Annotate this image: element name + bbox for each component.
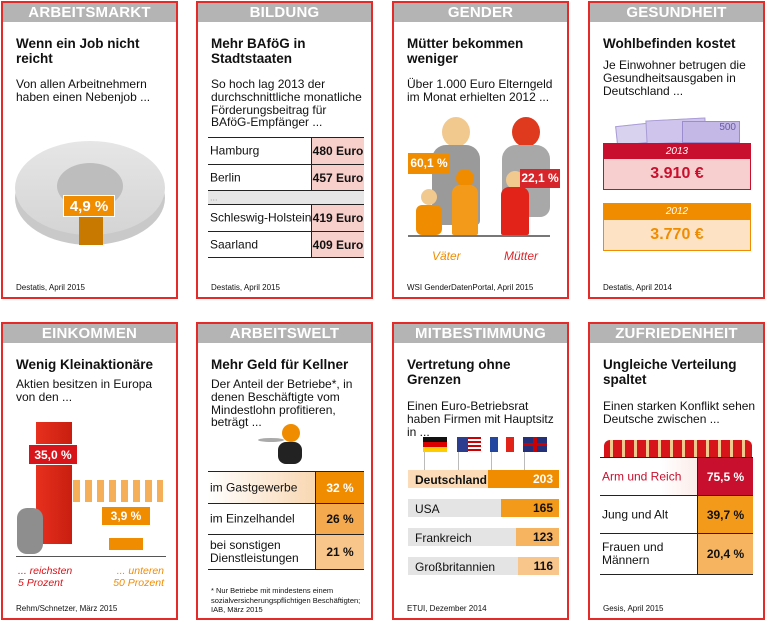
table-row: Hamburg 480 Euro [208,137,364,164]
table-row: Arm und Reich 75,5 % [600,457,753,495]
card-header: BILDUNG [198,3,371,22]
year-box-2013: 2013 3.910 € [603,143,751,190]
bar-label: USA [415,502,440,516]
mother-value-label: 22,1 % [520,169,560,188]
bar-value: 165 [501,499,559,517]
source: Destatis, April 2014 [603,283,672,292]
bar-value: 116 [518,557,559,575]
source: Destatis, April 2015 [211,283,280,292]
card-title: Mehr BAföG in Stadtstaaten [211,36,306,66]
bar-value: 203 [488,470,559,488]
family-illustration [394,113,567,238]
rich-label: ... reichsten 5 Prozent [18,565,73,589]
source: ETUI, Dezember 2014 [407,604,487,613]
poor-label: ... unteren 50 Prozent [113,565,164,589]
card-zufriedenheit: ZUFRIEDENHEIT Ungleiche Verteilung spalt… [588,322,765,620]
table-row: im Gastgewerbe 32 % [208,471,364,503]
crowd-illustration [73,480,163,502]
crowd-illustration [604,440,752,458]
bar-row: USA 165 [408,499,559,517]
table-row: im Einzelhandel 26 % [208,503,364,534]
couple-illustration [17,508,43,554]
table-row: Schleswig-Holstein 419 Euro [208,204,364,231]
card-header: MITBESTIMMUNG [394,324,567,343]
mother-label: Mütter [504,249,539,263]
bar-row: Deutschland 203 [408,470,559,488]
bar-label: Frankreich [415,531,472,545]
card-text: Einen starken Konflikt sehen Deutsche zw… [603,399,756,426]
card-header: GESUNDHEIT [590,3,763,22]
uk-flag-icon [523,437,547,452]
card-mitbestimmung: MITBESTIMMUNG Vertretung ohne Grenzen Ei… [392,322,569,620]
banknotes-icon: 500 [615,113,742,147]
card-arbeitsmarkt: ARBEITSMARKT Wenn ein Job nicht reicht V… [1,1,178,299]
card-header: ARBEITSWELT [198,324,371,343]
source: Gesis, April 2015 [603,604,664,613]
usa-flag-icon [457,437,481,452]
table-row: Jung und Alt 39,7 % [600,495,753,533]
card-header: ZUFRIEDENHEIT [590,324,763,343]
table-row: Berlin 457 Euro [208,164,364,190]
donut-slice [79,217,103,245]
source: Destatis, April 2015 [16,283,85,292]
card-gesundheit: GESUNDHEIT Wohlbefinden kostet Je Einwoh… [588,1,765,299]
table-row: Frauen und Männern 20,4 % [600,533,753,575]
card-text: Von allen Arbeitnehmern haben einen Nebe… [16,77,151,104]
card-arbeitswelt: ARBEITSWELT Mehr Geld für Kellner Der An… [196,322,373,620]
card-text: Je Einwohner betrugen die Gesundheitsaus… [603,58,746,98]
source: WSI GenderDatenPortal, April 2015 [407,283,534,292]
bar-value: 123 [516,528,559,546]
card-title: Wohlbefinden kostet [603,36,736,51]
bar-row: Großbritannien 116 [408,557,559,575]
table-row-ellipsis: ... [208,190,364,204]
father-label: Väter [432,249,461,263]
card-gender: GENDER Mütter bekommen weniger Über 1.00… [392,1,569,299]
card-title: Wenn ein Job nicht reicht [16,36,140,66]
germany-flag-icon [423,437,447,452]
card-title: Wenig Kleinaktionäre [16,357,154,372]
bar-row: Frankreich 123 [408,528,559,546]
card-text: So hoch lag 2013 der durchschnittliche m… [211,77,362,130]
card-text: Einen Euro-Betriebsrat haben Firmen mit … [407,399,554,439]
bar-label: Großbritannien [415,560,496,574]
card-text: Der Anteil der Betriebe*, in denen Besch… [211,377,353,430]
father-value-label: 60,1 % [408,153,450,174]
france-flag-icon [490,437,514,452]
year-box-2012: 2012 3.770 € [603,203,751,251]
card-title: Mehr Geld für Kellner [211,357,349,372]
card-text: Über 1.000 Euro Elterngeld im Monat erhi… [407,77,553,104]
value-label: 4,9 % [63,195,115,217]
bar-poor [109,538,143,550]
card-header: EINKOMMEN [3,324,176,343]
card-title: Ungleiche Verteilung spaltet [603,357,737,387]
card-text: Aktien besitzen in Europa von den ... [16,377,153,404]
donut-chart: 4,9 % [15,133,165,253]
card-title: Mütter bekommen weniger [407,36,524,66]
poor-value-label: 3,9 % [102,507,150,525]
card-header: GENDER [394,3,567,22]
footnote: * Nur Betriebe mit mindestens einem sozi… [211,586,361,614]
card-title: Vertretung ohne Grenzen [407,357,511,387]
card-header: ARBEITSMARKT [3,3,176,22]
card-einkommen: EINKOMMEN Wenig Kleinaktionäre Aktien be… [1,322,178,620]
table-row: bei sonstigen Dienstleistungen 21 % [208,534,364,570]
bar-label: Deutschland [415,473,488,487]
waiter-illustration [258,424,308,472]
card-bildung: BILDUNG Mehr BAföG in Stadtstaaten So ho… [196,1,373,299]
source: Rehm/Schnetzer, März 2015 [16,604,118,613]
table-row: Saarland 409 Euro [208,231,364,258]
rich-value-label: 35,0 % [28,444,78,465]
